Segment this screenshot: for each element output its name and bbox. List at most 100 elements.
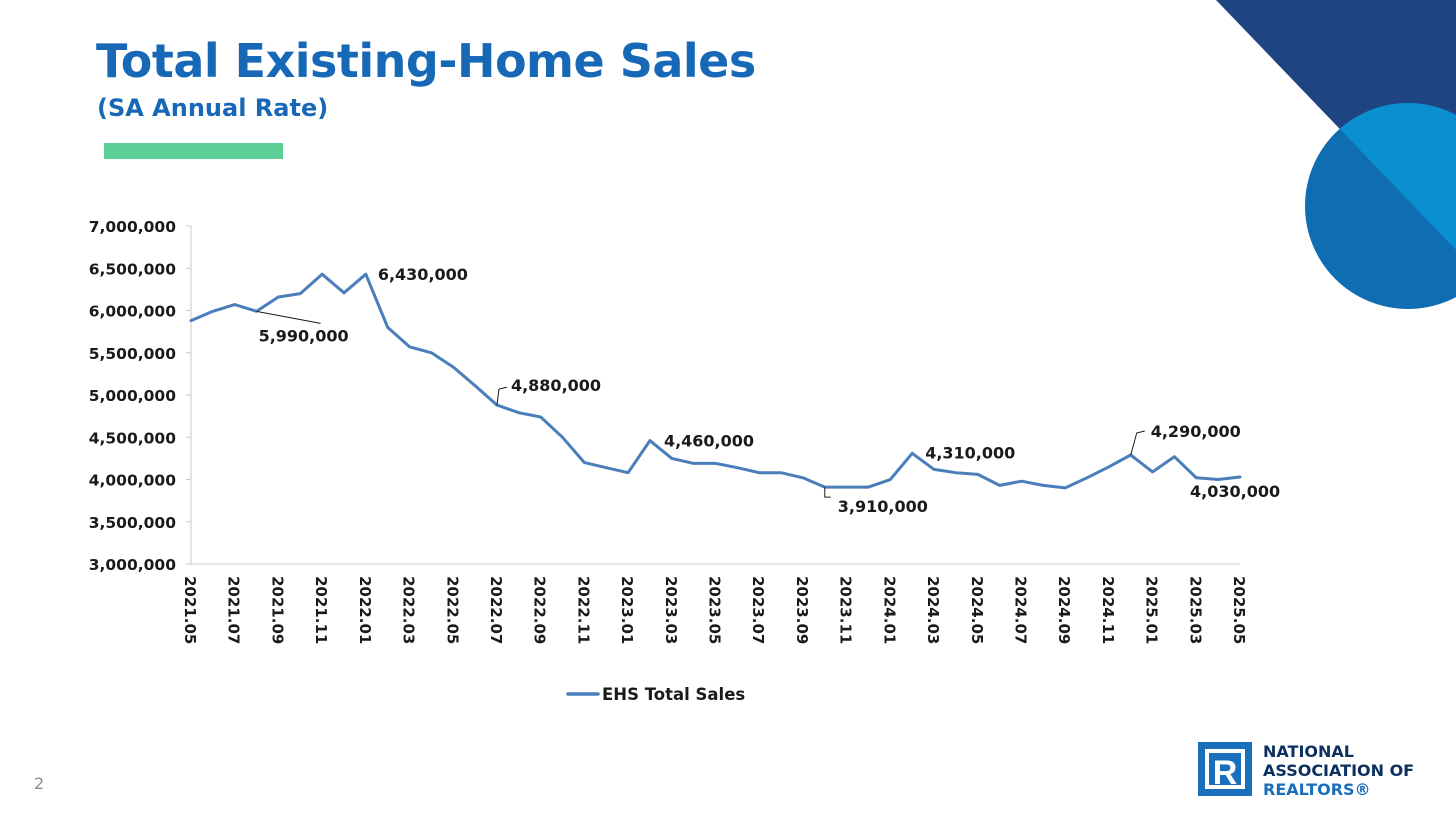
x-tick-label: 2024.09 (1055, 576, 1073, 644)
data-point (299, 292, 302, 295)
slide-title: Total Existing-Home Sales (96, 34, 756, 88)
data-point (430, 351, 433, 354)
data-point (1107, 465, 1111, 469)
x-tick-label: 2022.07 (487, 576, 505, 644)
data-point (320, 272, 324, 276)
y-tick-label: 5,500,000 (89, 345, 176, 363)
data-point (342, 291, 346, 294)
y-tick-label: 3,500,000 (89, 514, 176, 532)
y-tick-label: 6,500,000 (89, 260, 176, 278)
legend-label: EHS Total Sales (602, 685, 745, 704)
x-tick-label: 2025.05 (1230, 576, 1248, 644)
x-tick-label: 2023.11 (837, 576, 855, 644)
realtor-r-icon: R (1198, 742, 1252, 796)
logo-text: NATIONAL ASSOCIATION OF REALTORS® (1263, 742, 1414, 799)
data-point (495, 403, 499, 407)
data-label: 4,290,000 (1151, 422, 1241, 441)
nar-logo: R NATIONAL ASSOCIATION OF REALTORS® (1198, 742, 1414, 800)
x-tick-label: 2023.05 (706, 576, 724, 644)
data-point (823, 485, 826, 489)
x-tick-label: 2023.07 (749, 576, 767, 644)
series-line (189, 272, 1242, 490)
data-point (1063, 486, 1067, 490)
label-leader-line (256, 310, 321, 324)
data-point (976, 473, 979, 476)
x-tick-label: 2021.05 (181, 576, 199, 644)
data-point (1085, 476, 1089, 480)
data-label: 5,990,000 (259, 326, 349, 345)
x-tick-label: 2022.09 (531, 576, 549, 644)
x-tick-label: 2023.03 (662, 576, 680, 644)
label-leader-line (496, 386, 508, 406)
data-point (910, 452, 914, 455)
x-tick-label: 2024.03 (924, 576, 942, 644)
x-tick-label: 2025.03 (1186, 576, 1204, 644)
x-tick-label: 2022.05 (443, 576, 461, 644)
y-axis: 3,000,000 3,500,000 4,000,000 4,500,000 5,00… (89, 218, 192, 574)
x-tick-label: 2024.11 (1099, 576, 1117, 644)
data-point (1195, 476, 1198, 480)
x-tick-label: 2021.07 (225, 576, 243, 644)
x-tick-label: 2025.01 (1143, 576, 1161, 644)
y-tick-label: 6,000,000 (89, 303, 176, 321)
data-point (408, 345, 411, 349)
chart-legend: EHS Total Sales (566, 685, 745, 704)
data-point (1151, 470, 1154, 474)
data-point (648, 439, 652, 442)
data-point (1020, 479, 1023, 483)
data-point (189, 319, 193, 322)
data-point (583, 461, 586, 464)
slide-subtitle: (SA Annual Rate) (97, 94, 329, 122)
data-label: 4,310,000 (925, 443, 1015, 462)
data-point (517, 411, 521, 414)
data-label: 3,910,000 (838, 497, 928, 516)
data-point (670, 457, 673, 460)
data-point (845, 485, 848, 489)
y-tick-label: 7,000,000 (89, 218, 176, 236)
corner-decoration (1216, 0, 1456, 309)
data-point (452, 365, 455, 369)
data-label: 4,880,000 (511, 376, 601, 395)
logo-line-1: NATIONAL (1263, 742, 1354, 761)
x-tick-label: 2024.05 (968, 576, 986, 644)
logo-line-3: REALTORS® (1263, 780, 1371, 799)
data-point (605, 466, 608, 469)
data-label: 6,430,000 (378, 265, 468, 284)
data-point (561, 436, 564, 439)
data-point (998, 484, 1001, 487)
x-tick-label: 2024.01 (880, 576, 898, 644)
data-point (954, 471, 958, 474)
data-point (889, 478, 892, 481)
x-axis: 2021.05 2021.07 2021.09 2021.11 2022.01 2022.… (181, 563, 1248, 644)
data-label: 4,030,000 (1190, 482, 1280, 501)
x-tick-label: 2021.11 (312, 576, 330, 644)
label-leader-line (824, 487, 831, 498)
x-tick-label: 2023.01 (618, 576, 636, 644)
slide-number: 2 (34, 774, 45, 793)
x-tick-label: 2021.09 (268, 576, 286, 644)
accent-bar (104, 143, 283, 159)
y-tick-label: 5,000,000 (89, 387, 176, 405)
x-tick-label: 2022.11 (574, 576, 592, 644)
data-point (364, 272, 368, 276)
data-point (1042, 484, 1045, 487)
data-point (779, 471, 783, 474)
data-point (758, 471, 761, 474)
data-point (714, 462, 717, 465)
data-point (1173, 455, 1176, 458)
data-point (626, 471, 630, 474)
x-tick-label: 2022.03 (400, 576, 418, 644)
data-point (1238, 475, 1242, 479)
x-tick-label: 2024.07 (1011, 576, 1029, 644)
data-point (801, 476, 805, 480)
y-tick-label: 4,500,000 (89, 429, 176, 447)
data-point (277, 295, 280, 299)
data-point (386, 326, 389, 329)
data-point (736, 466, 739, 469)
y-tick-label: 3,000,000 (89, 556, 176, 574)
data-point (932, 468, 936, 471)
data-point (867, 485, 870, 489)
data-point (211, 310, 215, 313)
svg-text:R: R (1213, 754, 1238, 792)
